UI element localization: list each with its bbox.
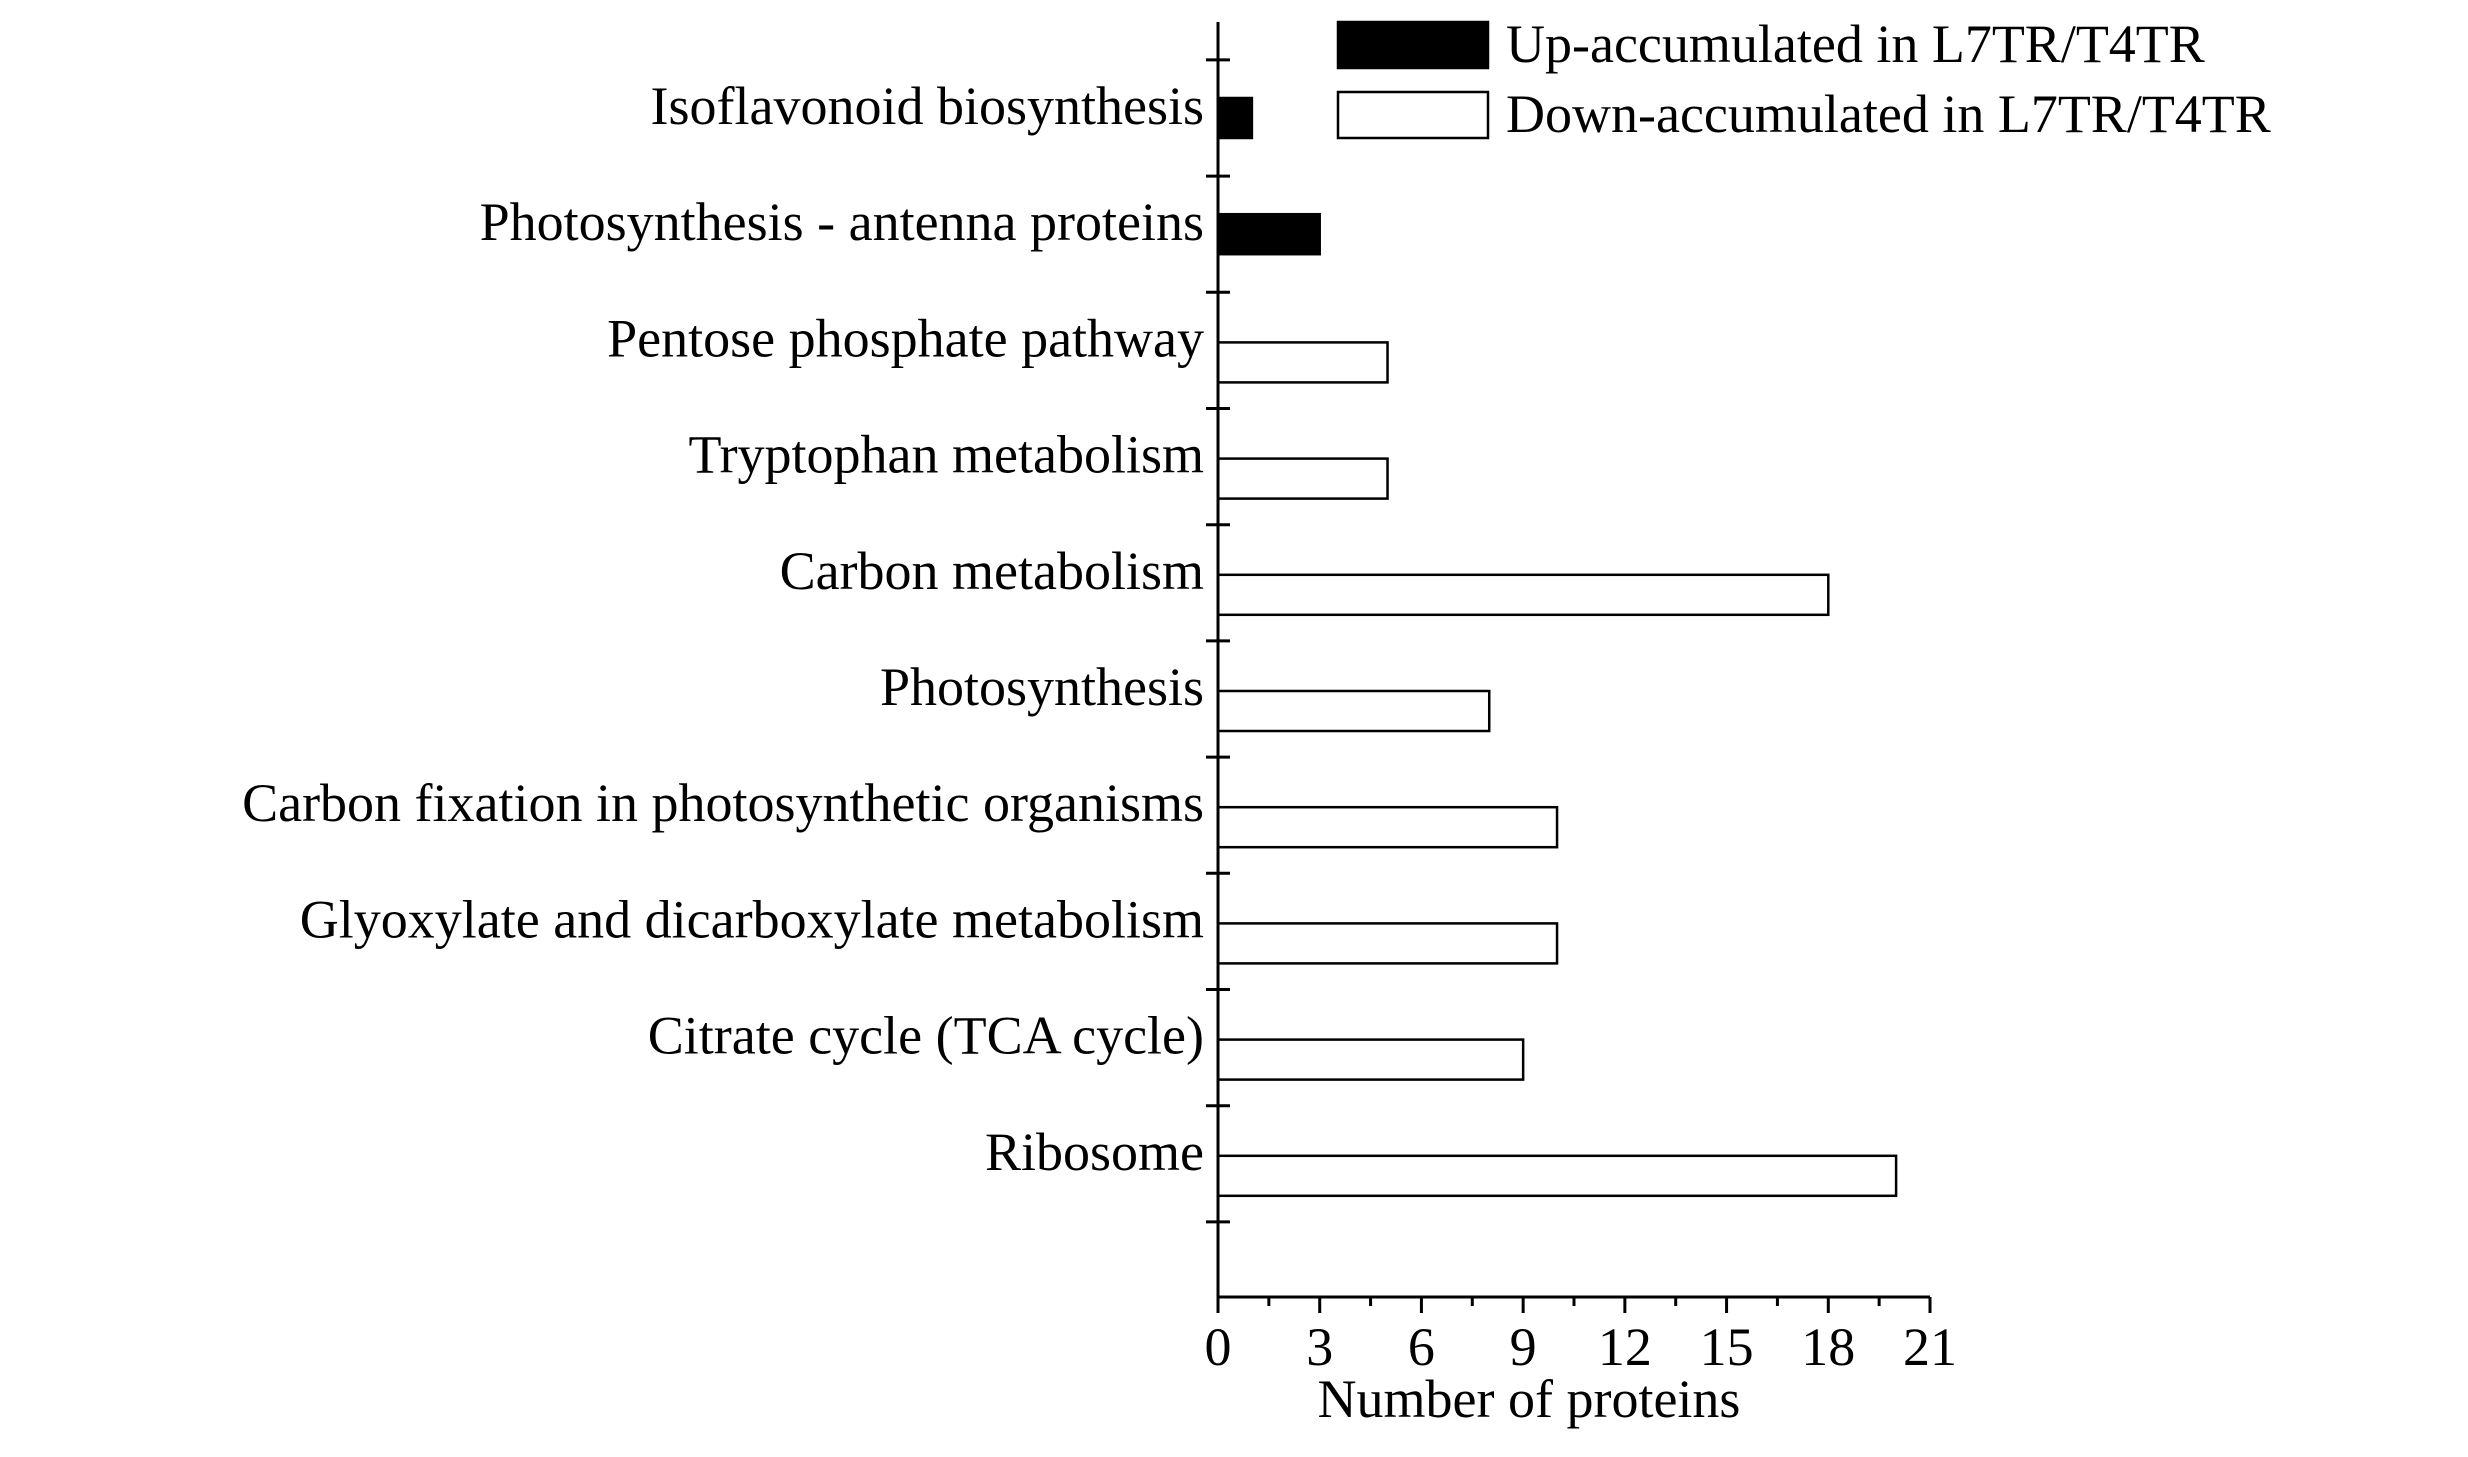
bar-up-accumulated: [1216, 212, 1321, 256]
bar-down-accumulated: [1216, 922, 1559, 965]
x-tick-label: 21: [1903, 1317, 1957, 1377]
bar-down-accumulated: [1216, 805, 1559, 849]
category-label: Photosynthesis - antenna proteins: [480, 192, 1204, 252]
x-ticks-group: 0 3 6 9 12 15 18 21: [1205, 1297, 1957, 1377]
category-label: Carbon metabolism: [780, 541, 1204, 601]
x-tick-label: 9: [1510, 1317, 1537, 1377]
x-tick-label: 0: [1205, 1317, 1232, 1377]
bar-down-accumulated: [1216, 689, 1491, 733]
category-label: Isoflavonoid biosynthesis: [651, 76, 1204, 136]
x-tick-label: 15: [1700, 1317, 1754, 1377]
x-tick-label: 12: [1598, 1317, 1652, 1377]
category-labels-group: Isoflavonoid biosynthesis Photosynthesis …: [242, 76, 1204, 1182]
legend-label-down: Down-accumulated in L7TR/T4TR: [1506, 84, 2271, 144]
legend-label-up: Up-accumulated in L7TR/T4TR: [1506, 14, 2205, 74]
bars-group: [1216, 96, 1898, 1198]
legend-swatch-up: [1336, 20, 1490, 70]
bar-down-accumulated: [1216, 1154, 1898, 1198]
legend: Up-accumulated in L7TR/T4TR Down-accumula…: [1336, 14, 2271, 144]
category-label: Carbon fixation in photosynthetic organi…: [242, 773, 1204, 833]
bar-up-accumulated: [1216, 96, 1254, 140]
bar-down-accumulated: [1216, 457, 1389, 500]
bar-down-accumulated: [1216, 341, 1389, 384]
x-axis-title: Number of proteins: [1318, 1369, 1741, 1429]
category-label: Tryptophan metabolism: [688, 425, 1204, 485]
category-label: Photosynthesis: [880, 657, 1204, 717]
x-tick-label: 6: [1408, 1317, 1435, 1377]
bar-down-accumulated: [1216, 573, 1830, 617]
category-label: Ribosome: [985, 1122, 1204, 1182]
bar-down-accumulated: [1216, 1038, 1525, 1081]
legend-swatch-down: [1336, 90, 1490, 140]
category-label: Glyoxylate and dicarboxylate metabolism: [300, 889, 1204, 949]
x-tick-label: 3: [1306, 1317, 1333, 1377]
x-tick-label: 18: [1801, 1317, 1855, 1377]
category-label: Pentose phosphate pathway: [607, 308, 1204, 368]
category-label: Citrate cycle (TCA cycle): [648, 1006, 1204, 1066]
